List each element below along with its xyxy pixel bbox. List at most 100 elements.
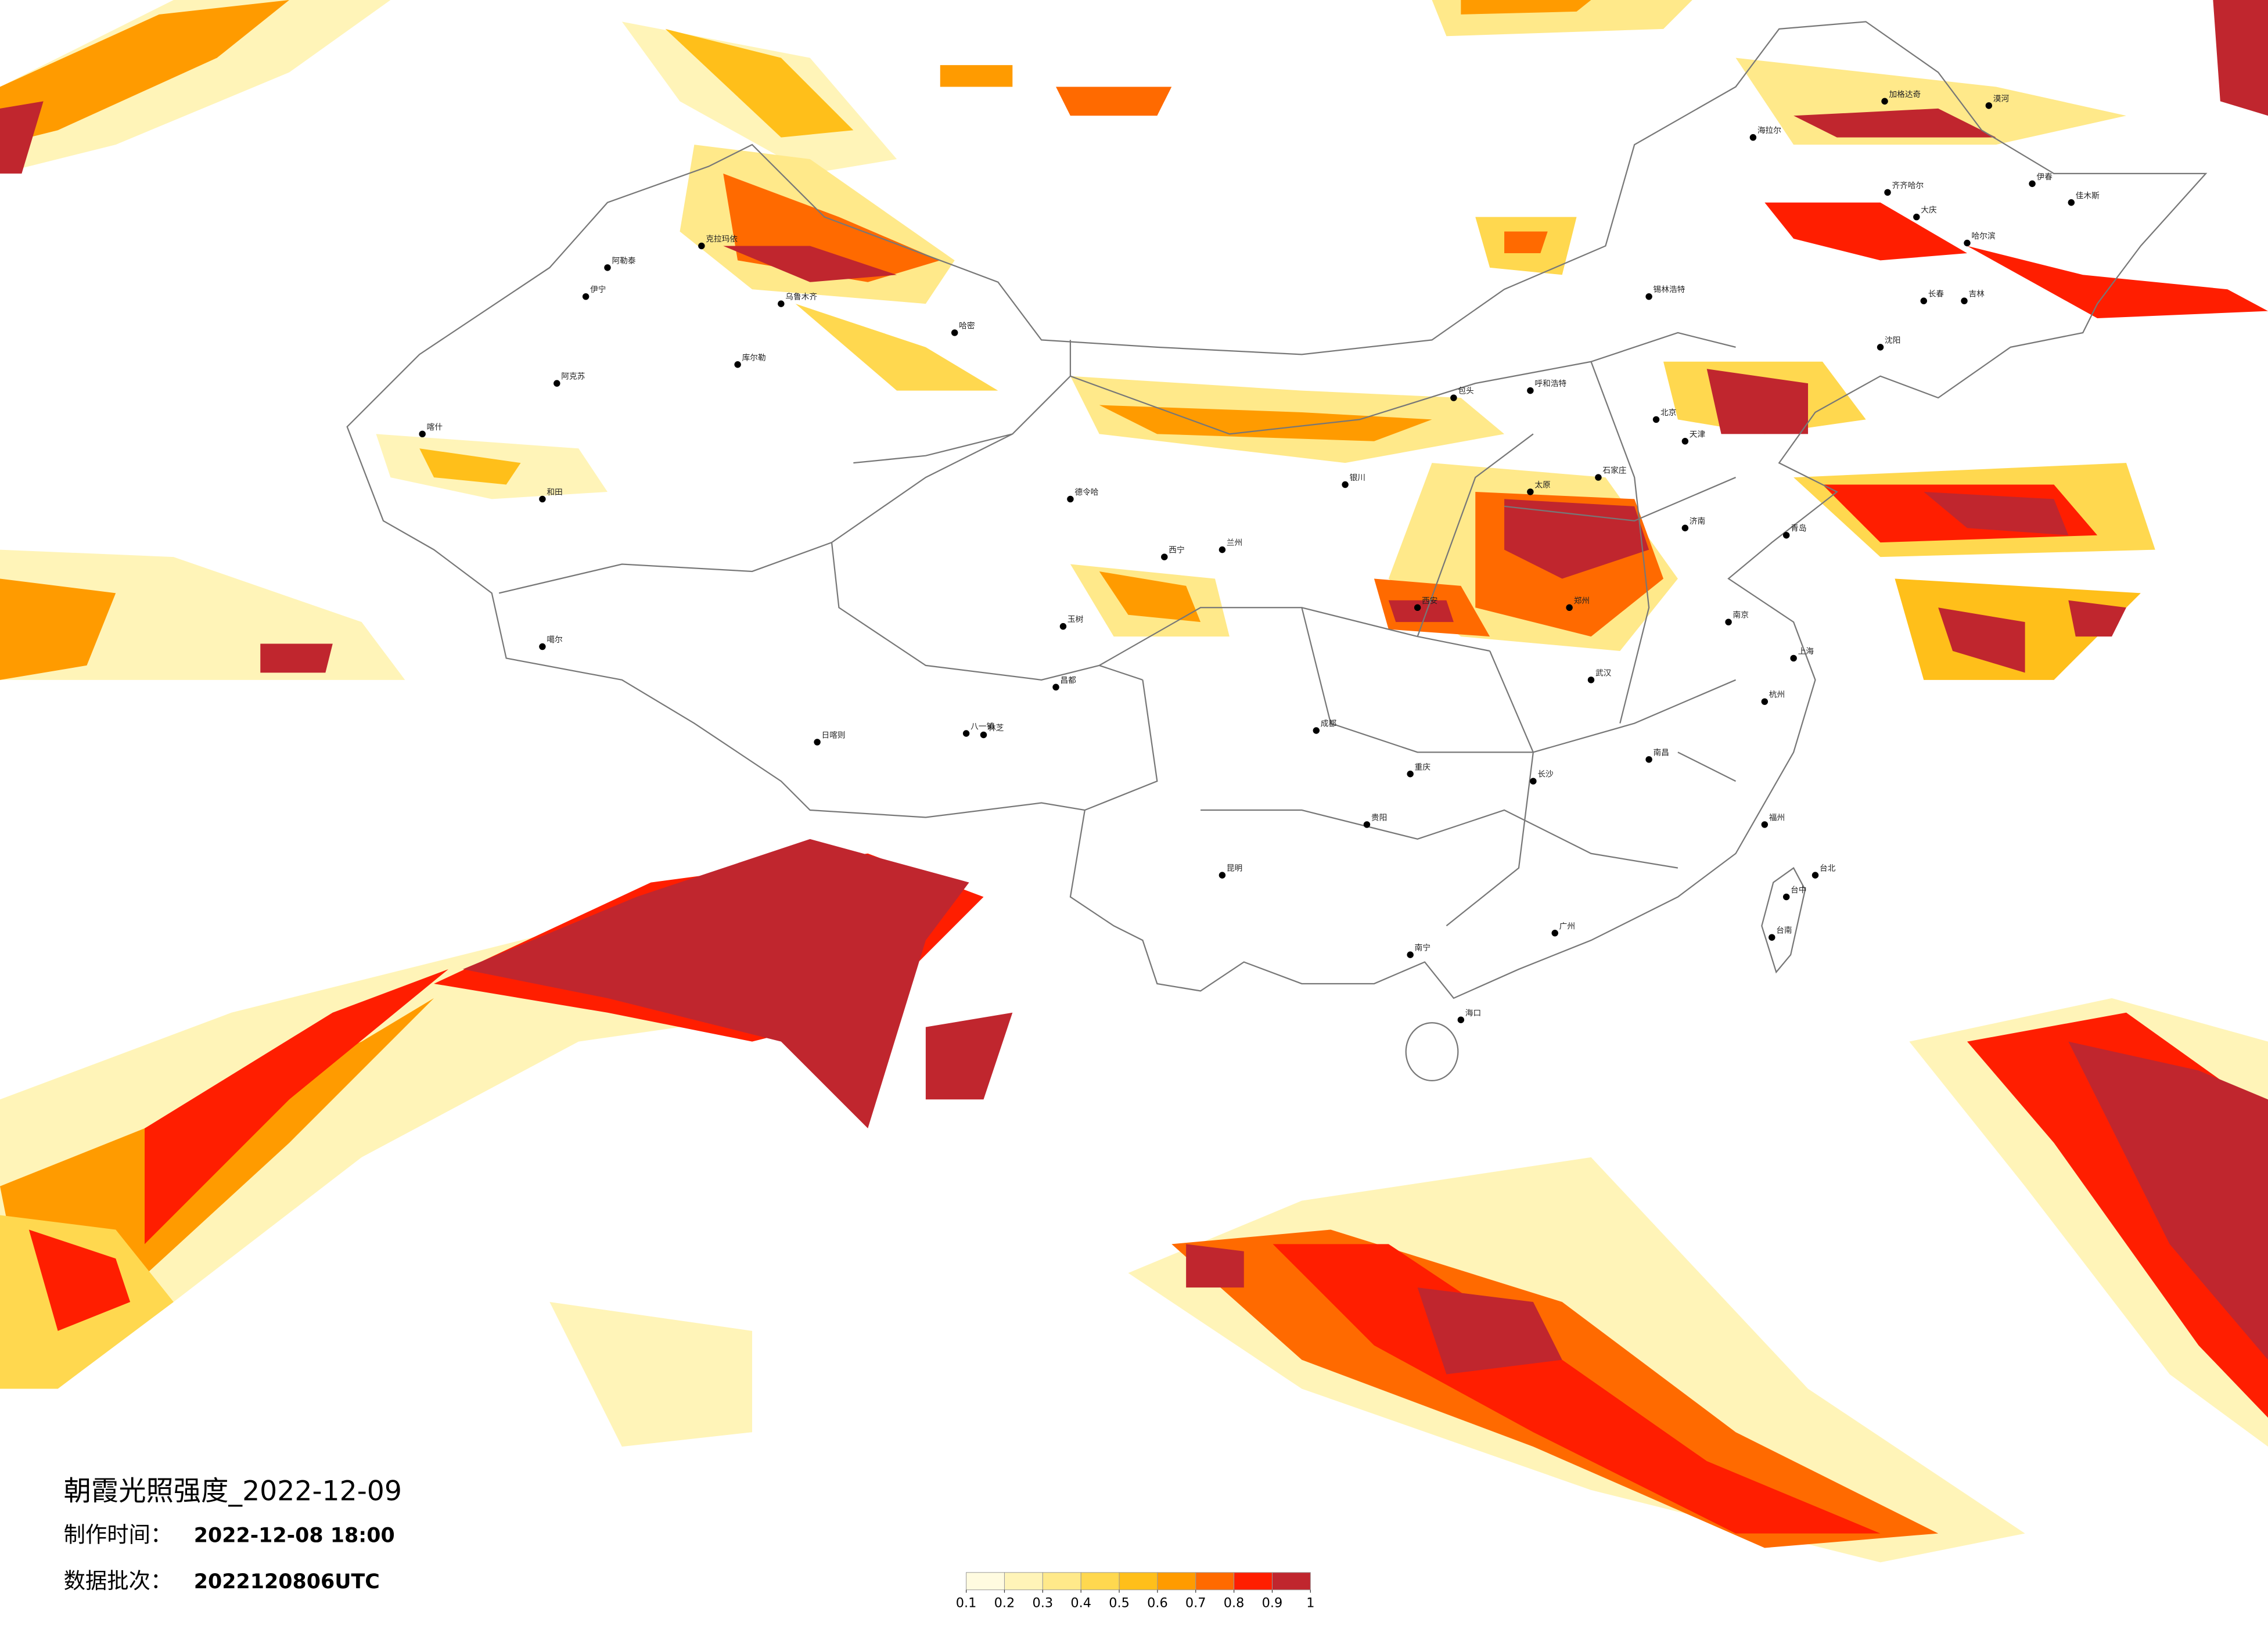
city-label: 日喀则 (822, 731, 846, 740)
city-label: 郑州 (1574, 596, 1590, 606)
city-dot (1782, 893, 1790, 901)
legend-tick-label: 0.6 (1147, 1596, 1168, 1611)
city-label: 西宁 (1169, 545, 1184, 555)
city-label: 长春 (1928, 290, 1944, 299)
city-label: 包头 (1458, 387, 1473, 396)
city-label: 天津 (1690, 430, 1706, 439)
city-dot (2029, 180, 2036, 188)
city-dot (553, 380, 560, 387)
city-dot (1652, 416, 1660, 423)
city-label: 北京 (1660, 408, 1676, 418)
heat-area (940, 65, 1013, 87)
heat-area (1099, 571, 1201, 623)
city-label: 台南 (1776, 926, 1792, 936)
city-label: 上海 (1798, 647, 1814, 656)
city-label: 吉林 (1968, 290, 1985, 299)
city-dot (1769, 934, 1775, 941)
legend-swatch (1157, 1572, 1196, 1591)
heat-area (462, 839, 969, 1129)
city-dot (734, 361, 741, 368)
heat-area (1967, 246, 2268, 319)
city-dot (1964, 239, 1971, 247)
city-label: 噶尔 (547, 635, 563, 645)
city-dot (1811, 872, 1819, 879)
city-label: 银川 (1350, 473, 1365, 483)
heat-area (1099, 405, 1432, 441)
legend-tick-label: 0.2 (994, 1596, 1015, 1611)
city-label: 福州 (1769, 813, 1785, 822)
heat-area (2213, 0, 2268, 116)
heat-area (549, 1301, 753, 1447)
city-dot (1790, 654, 1797, 662)
heat-area (2068, 600, 2126, 637)
info-label: 制作时间： (64, 1522, 172, 1548)
city-dot (1530, 778, 1537, 785)
info-label: 数据批次： (64, 1568, 172, 1593)
city-label: 贵阳 (1371, 813, 1387, 822)
city-dot (1363, 821, 1371, 828)
city-dot (1313, 727, 1320, 734)
city-dot (1587, 677, 1595, 684)
city-dot (1884, 189, 1891, 196)
city-dot (698, 242, 705, 250)
city-dot (539, 643, 546, 650)
city-label: 伊春 (2037, 172, 2053, 182)
heat-area (1388, 600, 1454, 623)
legend-swatch (1271, 1572, 1311, 1591)
legend-swatch (1042, 1572, 1081, 1591)
city-label: 台中 (1791, 886, 1806, 895)
city-dot (1067, 495, 1074, 503)
city-dot (1595, 474, 1602, 481)
city-dot (1985, 102, 1993, 109)
city-label: 玉树 (1067, 615, 1084, 624)
city-label: 克拉玛依 (706, 235, 738, 244)
heat-area (1417, 1287, 1562, 1375)
city-dot (1681, 438, 1689, 445)
heat-area (1793, 108, 1996, 138)
heat-area (1273, 1244, 1881, 1534)
legend-tick-label: 0.4 (1070, 1596, 1091, 1611)
heat-area (1924, 491, 2069, 535)
city-dot (1645, 293, 1652, 300)
city-label: 乌鲁木齐 (785, 293, 817, 302)
city-dot (1920, 297, 1928, 304)
borders (346, 21, 2208, 1081)
heat-area (0, 897, 781, 1389)
city-dot (1407, 771, 1414, 778)
heat-area (1461, 0, 1591, 15)
heat-area (1764, 202, 1967, 261)
heat-area (1706, 369, 1809, 434)
legend-tick-label: 0.9 (1262, 1596, 1283, 1611)
city-dot (1161, 553, 1168, 560)
city-dot (1414, 604, 1421, 611)
city-dot (1342, 481, 1349, 488)
legend-swatch (1004, 1572, 1043, 1591)
city-label: 伊宁 (590, 285, 606, 294)
info-value: 2022120806UTC (194, 1570, 380, 1593)
city-label: 林芝 (988, 724, 1004, 733)
city-dot (1645, 756, 1652, 763)
heat-area (0, 0, 290, 145)
legend: 0.1 0.2 0.3 0.4 0.5 0.6 0.7 0.8 0.9 1 (956, 1572, 1314, 1611)
city-label: 佳木斯 (2076, 191, 2100, 200)
city-dot (962, 730, 970, 737)
city-label: 沈阳 (1885, 336, 1900, 345)
city-label: 和田 (547, 488, 562, 497)
city-dot (1681, 524, 1689, 531)
city-label: 大庆 (1921, 206, 1937, 215)
city-dot (1219, 546, 1226, 553)
legend-swatch (1119, 1572, 1158, 1591)
city-dot (2068, 199, 2075, 206)
heat-area (723, 246, 897, 282)
city-label: 太原 (1534, 481, 1550, 490)
legend-tick-label: 0.7 (1185, 1596, 1206, 1611)
city-dot (582, 293, 590, 300)
heat-area (1186, 1244, 1244, 1288)
city-label: 兰州 (1227, 538, 1242, 548)
heat-area (795, 304, 998, 391)
city-label: 长沙 (1537, 770, 1554, 779)
city-dot (1761, 821, 1769, 828)
legend-swatch (1080, 1572, 1120, 1591)
